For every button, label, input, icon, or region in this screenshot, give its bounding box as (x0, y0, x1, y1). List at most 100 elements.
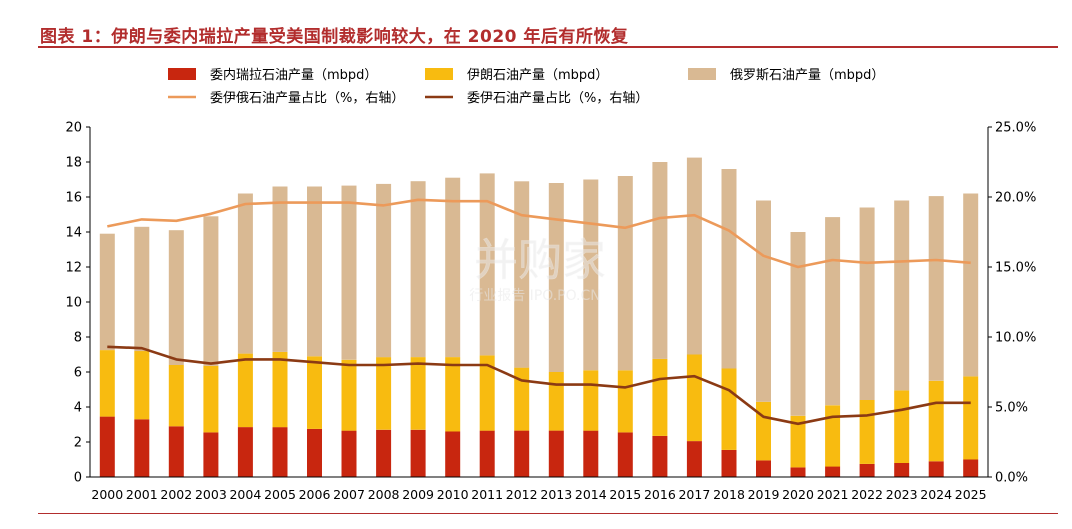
x-tick-label: 2020 (782, 487, 814, 502)
bar-iran-2018 (721, 368, 737, 450)
y-right-tick-label: 0.0% (995, 471, 1028, 486)
y-left-tick-label: 10 (65, 296, 82, 311)
bar-venezuela-2009 (410, 429, 426, 478)
legend-label: 俄罗斯石油产量（mbpd） (730, 68, 884, 83)
x-tick-label: 2014 (575, 487, 607, 502)
bar-iran-2017 (686, 354, 702, 442)
y-left-tick-label: 20 (65, 121, 82, 136)
x-tick-label: 2025 (955, 487, 987, 502)
bar-venezuela-2017 (686, 441, 702, 477)
bar-russia-2003 (203, 216, 219, 366)
bar-venezuela-2006 (307, 428, 322, 477)
x-tick-label: 2000 (91, 487, 123, 502)
line-share-vi (107, 345, 971, 426)
bar-venezuela-2010 (445, 431, 461, 477)
y-right-tick-label: 5.0% (995, 401, 1028, 416)
bar-russia-2021 (825, 217, 841, 406)
chart-title: 图表 1：伊朗与委内瑞拉产量受美国制裁影响较大，在 2020 年后有所恢复 (40, 27, 629, 47)
legend-swatch (688, 68, 716, 80)
y-left-tick-label: 6 (74, 366, 82, 381)
bar-russia-2017 (686, 157, 702, 355)
legend-label: 伊朗石油产量（mbpd） (467, 68, 608, 83)
x-tick-label: 2011 (471, 487, 503, 502)
legend: 委内瑞拉石油产量（mbpd） 伊朗石油产量（mbpd） 俄罗斯石油产量（mbpd） 委… (168, 67, 884, 106)
bar-venezuela-2023 (894, 463, 910, 477)
bar-russia-2014 (583, 179, 599, 371)
watermark: 并购家 行业报告 IPO.PO.CN (469, 235, 606, 304)
bar-russia-2004 (237, 193, 253, 354)
x-tick-label: 2024 (920, 487, 952, 502)
y-right-tick-label: 10.0% (995, 331, 1036, 346)
bar-russia-2008 (376, 183, 392, 358)
bar-russia-2022 (859, 207, 875, 400)
legend-swatch (425, 68, 453, 80)
x-tick-label: 2023 (886, 487, 918, 502)
x-tick-label: 2022 (851, 487, 883, 502)
y-left-tick-label: 14 (65, 226, 82, 241)
x-tick-label: 2003 (195, 487, 227, 502)
x-tick-label: 2009 (402, 487, 434, 502)
bar-venezuela-2021 (825, 466, 841, 477)
bar-iran-2007 (341, 359, 357, 431)
bar-russia-2015 (617, 176, 633, 371)
bar-iran-2002 (168, 365, 184, 427)
bar-iran-2004 (237, 353, 253, 428)
bar-venezuela-2003 (203, 432, 219, 477)
legend-label: 委伊俄石油产量占比（%，右轴） (210, 91, 404, 106)
bar-iran-2019 (756, 401, 771, 461)
bar-russia-2005 (272, 186, 288, 352)
x-tick-label: 2004 (229, 487, 261, 502)
bar-iran-2011 (479, 355, 495, 431)
x-tick-label: 2015 (609, 487, 641, 502)
bar-russia-2010 (445, 177, 461, 358)
x-tick-label: 2002 (160, 487, 192, 502)
bar-venezuela-2012 (514, 430, 530, 477)
x-tick-label: 2001 (126, 487, 158, 502)
line-share-total (107, 198, 971, 269)
bar-iran-2006 (307, 356, 322, 429)
bar-iran-2024 (928, 380, 944, 462)
bar-iran-2010 (445, 357, 461, 432)
y-left-tick-label: 16 (65, 191, 82, 206)
bar-venezuela-2025 (963, 459, 979, 477)
x-tick-label: 2007 (333, 487, 365, 502)
x-tick-label: 2013 (540, 487, 572, 502)
bar-iran-2014 (583, 370, 599, 431)
bar-venezuela-2011 (479, 430, 495, 477)
bar-venezuela-2002 (168, 426, 184, 478)
x-tick-label: 2017 (678, 487, 710, 502)
bar-venezuela-2020 (790, 467, 806, 477)
bar-iran-2022 (859, 400, 875, 464)
bar-iran-2023 (894, 390, 910, 463)
bar-russia-2011 (479, 173, 495, 356)
bar-venezuela-2007 (341, 430, 357, 477)
bar-russia-2018 (721, 169, 737, 369)
bar-venezuela-2000 (99, 416, 115, 477)
bar-russia-2009 (410, 181, 426, 358)
bar-iran-2009 (410, 357, 426, 430)
bar-iran-2012 (514, 367, 530, 431)
bar-russia-2002 (168, 230, 184, 365)
bar-venezuela-2008 (376, 429, 392, 478)
bar-iran-2025 (963, 376, 979, 460)
x-tick-label: 2021 (817, 487, 849, 502)
bar-venezuela-2015 (617, 432, 633, 477)
bar-iran-2016 (652, 358, 668, 436)
bar-russia-2007 (341, 185, 357, 360)
y-left-tick-label: 0 (74, 471, 82, 486)
bars-layer (99, 157, 979, 478)
y-left-tick-label: 18 (65, 156, 82, 171)
x-tick-label: 2018 (713, 487, 745, 502)
axes-layer: 0 2 4 6 8 10 12 14 16 18 20 0.0% 5.0% 10.0% 15.0% 20.0%… (65, 121, 1036, 503)
x-tick-label: 2008 (368, 487, 400, 502)
bar-russia-2023 (894, 200, 910, 391)
title-divider (38, 46, 1058, 48)
bar-iran-2005 (272, 351, 288, 428)
y-right-tick-label: 25.0% (995, 121, 1036, 136)
bar-venezuela-2016 (652, 435, 668, 477)
x-tick-label: 2019 (748, 487, 780, 502)
bar-venezuela-2004 (237, 427, 253, 477)
bar-venezuela-2005 (272, 427, 288, 477)
bar-russia-2013 (548, 183, 564, 372)
bar-venezuela-2014 (583, 430, 599, 477)
